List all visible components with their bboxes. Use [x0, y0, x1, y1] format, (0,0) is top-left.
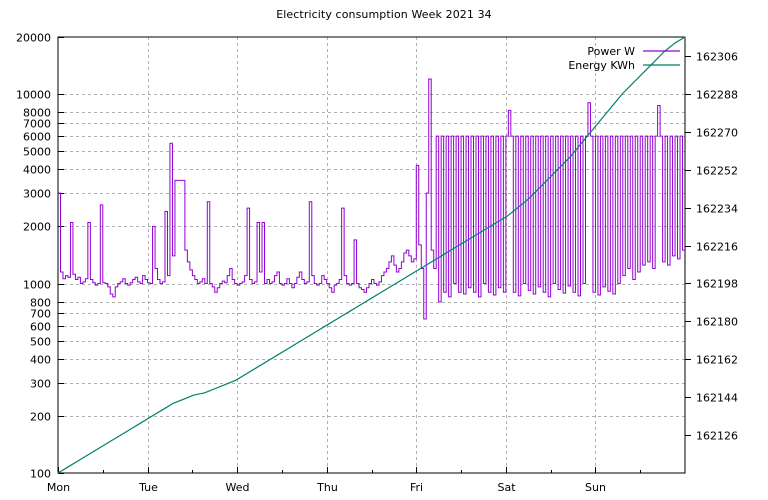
- y-axis-left-tick-label: 20000: [16, 32, 51, 45]
- y-axis-left-tick-label: 6000: [23, 131, 51, 144]
- y-axis-right-tick-label: 162234: [696, 203, 738, 216]
- y-axis-left-tick-label: 7000: [23, 118, 51, 131]
- x-axis-labels: Mon Tue Wed Thu Fri Sat Sun: [47, 481, 606, 494]
- y-axis-right-tick-label: 162144: [696, 392, 738, 405]
- y-axis-left-tick-label: 400: [30, 354, 51, 367]
- x-axis-tick-label: Fri: [410, 481, 423, 494]
- y-axis-left-tick-label: 100: [30, 468, 51, 481]
- y-axis-right-tick-label: 162162: [696, 354, 738, 367]
- y-axis-left-tick-label: 500: [30, 336, 51, 349]
- chart-title: Electricity consumption Week 2021 34: [276, 8, 492, 21]
- series-group: [57, 36, 686, 474]
- y-axis-right-tick-label: 162252: [696, 165, 738, 178]
- y-axis-left-tick-label: 2000: [23, 221, 51, 234]
- y-axis-left-tick-label: 1000: [23, 279, 51, 292]
- y-axis-right-labels: 162126 162144 162162 162180 162198 162216 1622…: [696, 51, 738, 443]
- y-axis-right-tick-label: 162126: [696, 430, 738, 443]
- y-axis-left-tick-label: 200: [30, 411, 51, 424]
- y-axis-right-tick-label: 162198: [696, 278, 738, 291]
- y-axis-right-tick-label: 162270: [696, 127, 738, 140]
- plot-border: [57, 36, 686, 474]
- y-axis-left-tick-label: 10000: [16, 89, 51, 102]
- x-axis-tick-label: Sat: [497, 481, 516, 494]
- y-axis-right-tick-label: 162180: [696, 316, 738, 329]
- y-axis-left-tick-label: 800: [30, 297, 51, 310]
- y-axis-left-tick-label: 8000: [23, 107, 51, 120]
- x-axis-tick-label: Wed: [226, 481, 250, 494]
- x-axis-tick-label: Mon: [47, 481, 70, 494]
- y-axis-left-tick-label: 600: [30, 321, 51, 334]
- x-axis-tick-label: Tue: [138, 481, 158, 494]
- y-axis-left-tick-label: 3000: [23, 188, 51, 201]
- series-line-power: [58, 78, 685, 320]
- y-axis-left-tick-label: 300: [30, 378, 51, 391]
- series-line-energy: [57, 36, 686, 474]
- y-axis-left-tick-label: 5000: [23, 146, 51, 159]
- y-axis-right-tick-label: 162216: [696, 241, 738, 254]
- x-axis-tick-label: Sun: [585, 481, 606, 494]
- legend-entry-label: Power W: [587, 45, 635, 58]
- legend-entry-label: Energy KWh: [568, 59, 635, 72]
- x-axis-tick-label: Thu: [316, 481, 338, 494]
- y-axis-left-tick-label: 4000: [23, 164, 51, 177]
- y-axis-right-tick-label: 162288: [696, 89, 738, 102]
- y-axis-right-tick-label: 162306: [696, 51, 738, 64]
- y-axis-left-tick-label: 700: [30, 308, 51, 321]
